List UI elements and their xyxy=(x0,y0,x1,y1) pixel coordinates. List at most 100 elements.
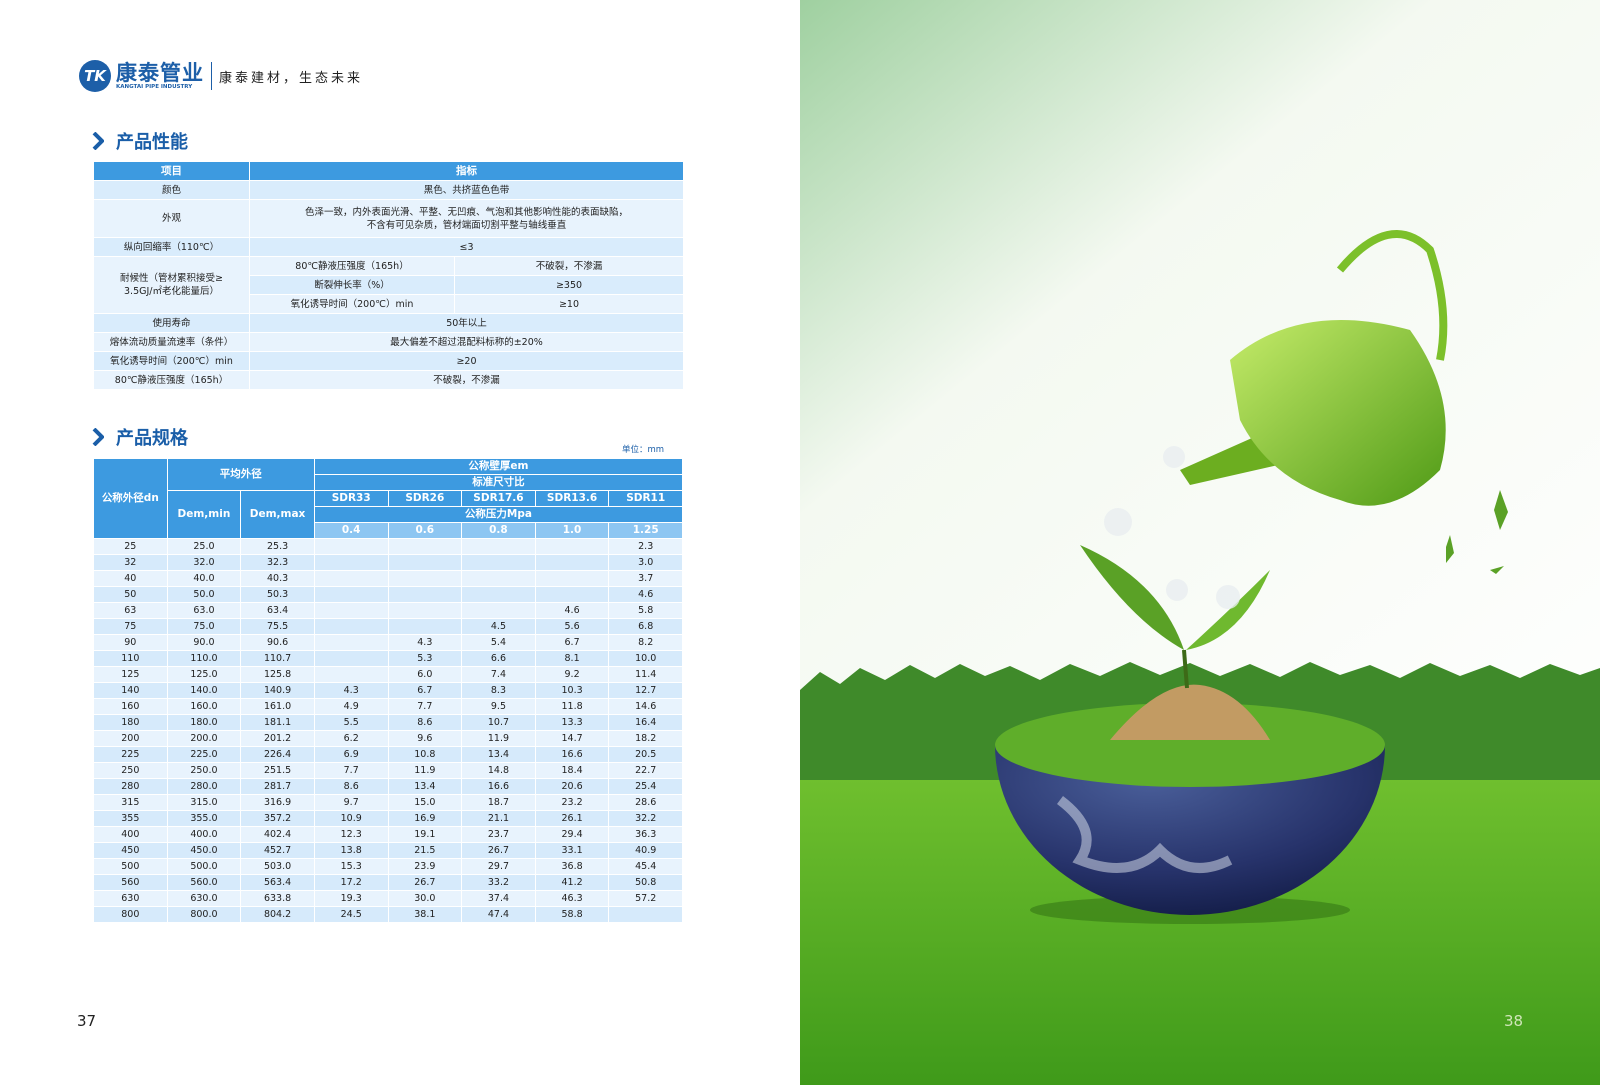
value-cell xyxy=(387,554,463,571)
section-title-text: 产品规格 xyxy=(116,428,188,449)
table-row: 熔体流动质量流速率（条件） 最大偏差不超过混配料标称的±20% xyxy=(93,332,684,352)
value-cell: 37.4 xyxy=(461,890,536,907)
value-cell: 不破裂，不渗漏 xyxy=(454,256,684,276)
value-cell xyxy=(313,634,389,651)
value-cell: 10.8 xyxy=(387,746,463,763)
dn-cell: 560 xyxy=(93,874,168,891)
value-cell: 11.9 xyxy=(387,762,463,779)
value-cell: 11.9 xyxy=(461,730,536,747)
value-cell: 32.3 xyxy=(240,554,315,571)
item-cell: 纵向回缩率（110℃） xyxy=(93,237,250,257)
table-row: 使用寿命 50年以上 xyxy=(93,313,684,333)
value-cell: 23.9 xyxy=(387,858,463,875)
cell-line: 黑色、共挤蓝色色带 xyxy=(423,184,510,196)
dn-cell: 355 xyxy=(93,810,168,827)
value-cell: 63.0 xyxy=(166,602,242,619)
value-cell: 8.1 xyxy=(534,650,610,667)
logo-text: TK xyxy=(84,67,107,85)
column-header: 公称壁厚em xyxy=(313,458,684,475)
value-cell: 36.3 xyxy=(608,826,683,843)
pressure-header: 1.0 xyxy=(534,522,610,539)
value-cell xyxy=(313,602,389,619)
value-cell: 226.4 xyxy=(240,746,315,763)
table-row: 颜色 黑色、共挤蓝色色带 xyxy=(93,180,684,200)
value-cell xyxy=(387,570,463,587)
item-cell: 80℃静液压强度（165h） xyxy=(93,370,250,390)
value-cell: 23.2 xyxy=(534,794,610,811)
value-cell: 58.8 xyxy=(534,906,610,923)
value-cell: 4.6 xyxy=(608,586,683,603)
value-cell: 最大偏差不超过混配料标称的±20% xyxy=(249,332,684,352)
value-cell: 7.7 xyxy=(387,698,463,715)
table-row: 氧化诱导时间（200℃）min ≥20 xyxy=(93,351,684,371)
performance-table: 项目 指标 颜色 黑色、共挤蓝色色带 外观 色泽一致，内外表面光滑、平整、无凹痕、气泡和… xyxy=(93,161,684,390)
value-cell: 32.0 xyxy=(166,554,242,571)
value-cell xyxy=(313,538,389,555)
value-cell xyxy=(387,602,463,619)
value-cell xyxy=(534,570,610,587)
value-cell: 16.6 xyxy=(534,746,610,763)
table-row: 75 75.0 75.5 4.5 5.6 6.8 xyxy=(93,618,683,635)
table-row: 280 280.0 281.7 8.6 13.4 16.6 20.6 25.4 xyxy=(93,778,683,795)
value-cell: 8.3 xyxy=(461,682,536,699)
value-cell: 40.0 xyxy=(166,570,242,587)
column-header: 指标 xyxy=(249,161,684,181)
table-row: 32 32.0 32.3 3.0 xyxy=(93,554,683,571)
table-row: 50 50.0 50.3 4.6 xyxy=(93,586,683,603)
value-cell: 16.9 xyxy=(387,810,463,827)
spec-table: 公称外径dn 平均外径 公称壁厚em 标准尺寸比 Dem,min Dem,max SDR… xyxy=(93,458,684,923)
value-cell: 13.8 xyxy=(313,842,389,859)
value-cell: 16.6 xyxy=(461,778,536,795)
value-cell: 315.0 xyxy=(166,794,242,811)
value-cell: 63.4 xyxy=(240,602,315,619)
cell-line: 熔体流动质量流速率（条件） xyxy=(109,336,234,348)
chevron xyxy=(92,132,104,150)
table-row: 耐候性（管材累积接受≥ 3.5GJ/㎡老化能量后） 80℃静液压强度（165h） 不破… xyxy=(93,256,684,314)
value-cell: 20.6 xyxy=(534,778,610,795)
pressure-header: 0.6 xyxy=(387,522,463,539)
pressure-header: 0.4 xyxy=(313,522,389,539)
value-cell: 800.0 xyxy=(166,906,242,923)
value-cell: 4.3 xyxy=(387,634,463,651)
value-cell: 22.7 xyxy=(608,762,683,779)
table-row: 450 450.0 452.7 13.8 21.5 26.7 33.1 40.9 xyxy=(93,842,683,859)
value-cell: 500.0 xyxy=(166,858,242,875)
sub-item-cell: 氧化诱导时间（200℃）min xyxy=(249,294,455,314)
value-cell: 50年以上 xyxy=(249,313,684,333)
value-cell: 75.5 xyxy=(240,618,315,635)
value-cell: 6.8 xyxy=(608,618,683,635)
value-cell: 316.9 xyxy=(240,794,315,811)
value-cell: 19.3 xyxy=(313,890,389,907)
value-cell: 13.4 xyxy=(387,778,463,795)
value-cell: 25.4 xyxy=(608,778,683,795)
value-cell: 180.0 xyxy=(166,714,242,731)
value-cell: ≥20 xyxy=(249,351,684,371)
value-cell: 357.2 xyxy=(240,810,315,827)
value-cell: 8.2 xyxy=(608,634,683,651)
value-cell: 90.6 xyxy=(240,634,315,651)
value-cell xyxy=(461,570,536,587)
column-header: 公称压力Mpa xyxy=(313,506,684,523)
value-cell: 20.5 xyxy=(608,746,683,763)
logo: TK xyxy=(79,60,111,92)
column-header: Dem,max xyxy=(240,490,315,539)
dn-cell: 250 xyxy=(93,762,168,779)
value-cell: 26.7 xyxy=(461,842,536,859)
column-header: Dem,min xyxy=(166,490,242,539)
dn-cell: 450 xyxy=(93,842,168,859)
value-cell: 140.9 xyxy=(240,682,315,699)
value-cell: 503.0 xyxy=(240,858,315,875)
value-cell: 12.7 xyxy=(608,682,683,699)
value-cell xyxy=(313,554,389,571)
slogan: 康泰建材，生态未来 xyxy=(219,70,364,86)
value-cell: 9.6 xyxy=(387,730,463,747)
value-cell: 15.3 xyxy=(313,858,389,875)
table-row: 630 630.0 633.8 19.3 30.0 37.4 46.3 57.2 xyxy=(93,890,683,907)
value-cell: 不破裂，不渗漏 xyxy=(249,370,684,390)
page-number: 37 xyxy=(77,1012,97,1030)
sdr-header: SDR33 xyxy=(313,490,389,507)
value-cell xyxy=(608,906,683,923)
value-cell: 6.7 xyxy=(534,634,610,651)
separator xyxy=(211,62,212,90)
